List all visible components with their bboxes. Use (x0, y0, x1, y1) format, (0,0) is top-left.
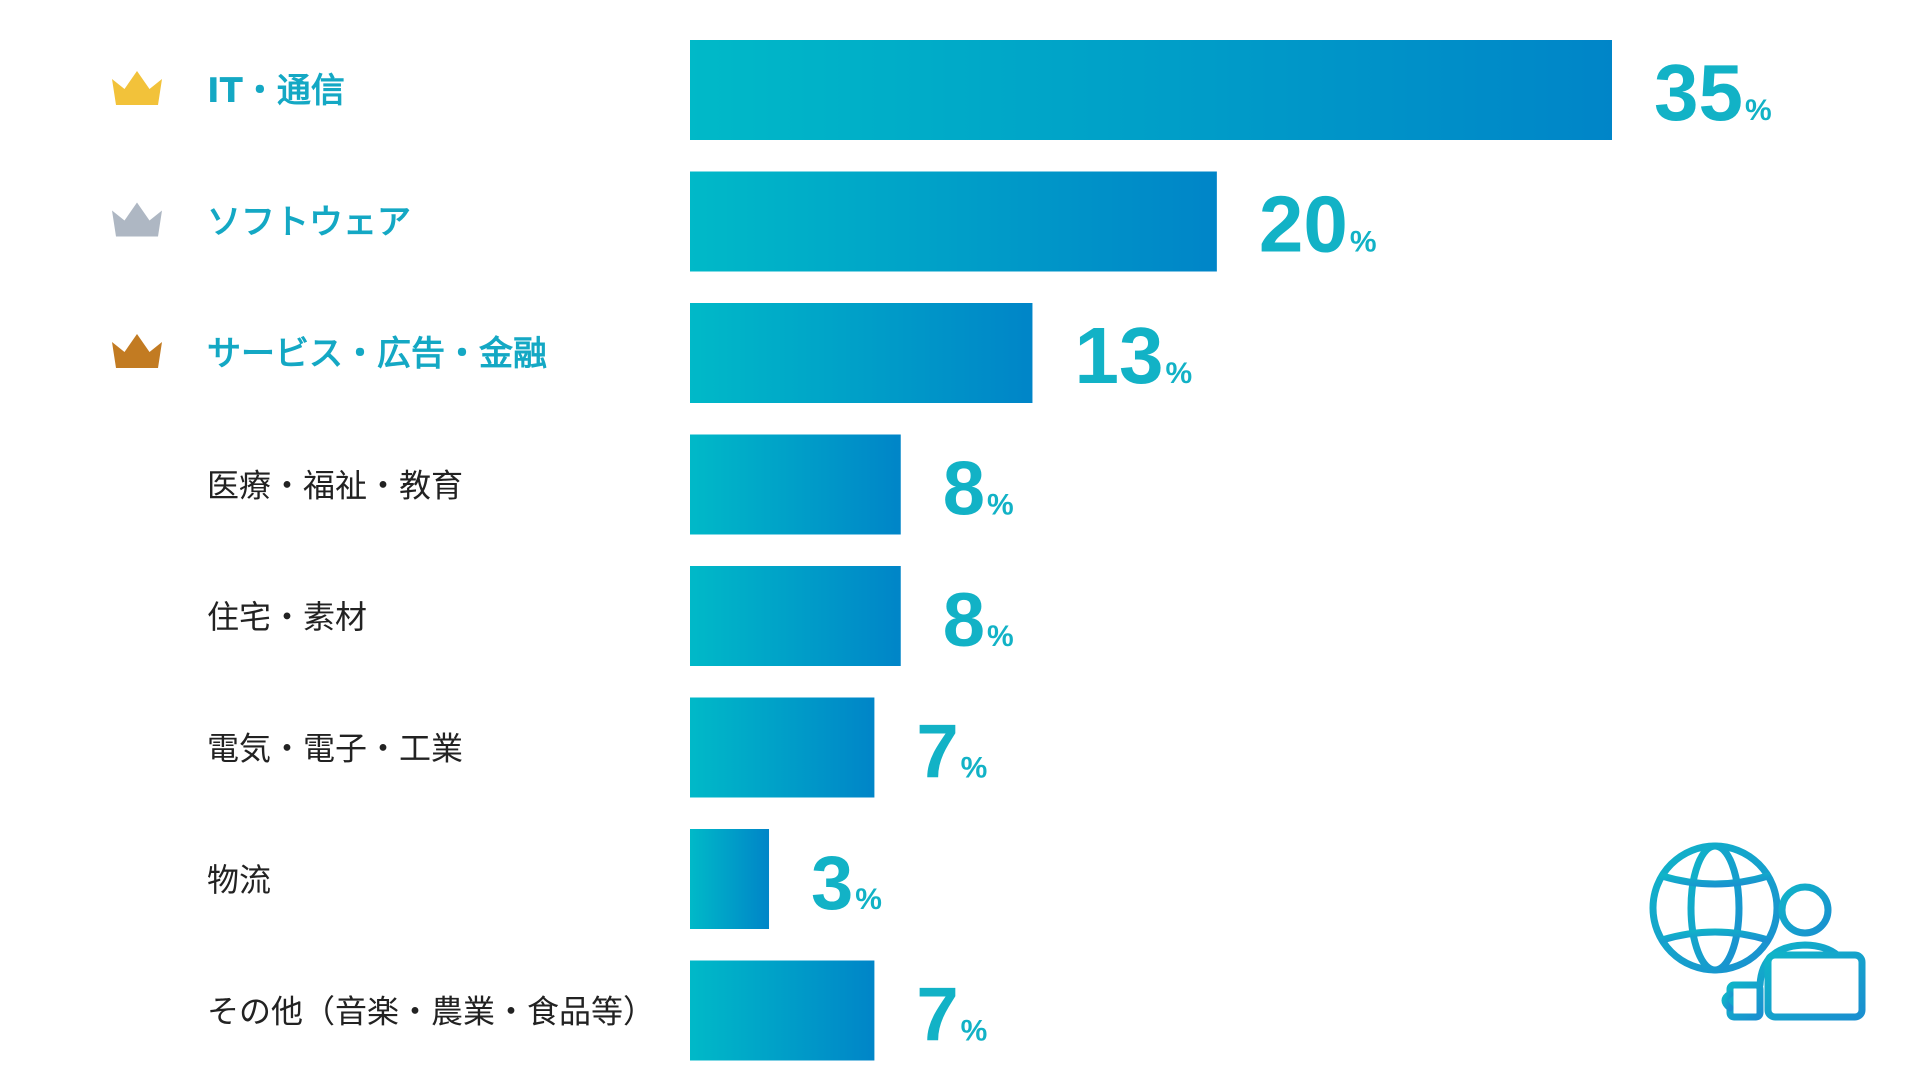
bar (690, 697, 875, 798)
category-label: 電気・電子・工業 (207, 730, 463, 768)
value-suffix: % (987, 620, 1014, 653)
value-suffix: % (987, 489, 1014, 522)
silver-crown-icon (112, 202, 162, 237)
value-labels: 35%20%13%8%8%7%3%7% (811, 48, 1772, 1058)
value-label: 8% (943, 578, 1014, 663)
value-number: 20 (1259, 180, 1348, 269)
value-suffix: % (961, 752, 988, 785)
rank-crowns (112, 71, 162, 368)
category-label: 住宅・素材 (207, 598, 367, 636)
value-suffix: % (1745, 94, 1772, 127)
bar (690, 829, 770, 929)
category-label: サービス・広告・金融 (207, 334, 547, 374)
globe-remote-worker-icon (1649, 842, 1866, 1021)
value-number: 35 (1654, 48, 1743, 137)
value-suffix: % (855, 883, 882, 916)
bronze-crown-icon (112, 334, 162, 368)
category-labels: IT・通信ソフトウェアサービス・広告・金融医療・福祉・教育住宅・素材電気・電子・… (207, 71, 655, 1031)
value-number: 8 (943, 578, 985, 663)
bar (690, 434, 901, 535)
bar (690, 566, 901, 666)
category-label: 物流 (207, 861, 271, 899)
value-number: 7 (916, 710, 958, 795)
value-label: 8% (943, 447, 1014, 532)
category-label: その他（音楽・農業・食品等） (207, 993, 655, 1031)
category-label: IT・通信 (207, 71, 345, 111)
value-number: 7 (916, 973, 958, 1058)
value-label: 20% (1259, 180, 1377, 269)
value-suffix: % (1165, 357, 1192, 390)
value-label: 35% (1654, 48, 1772, 137)
bars (690, 40, 1612, 1061)
value-label: 7% (916, 710, 987, 795)
value-label: 7% (916, 973, 987, 1058)
gold-crown-icon (112, 71, 162, 105)
bar (690, 40, 1612, 140)
value-label: 3% (811, 841, 882, 926)
value-number: 8 (943, 447, 985, 532)
value-suffix: % (1350, 226, 1377, 259)
value-number: 13 (1074, 311, 1163, 400)
bar (690, 303, 1033, 403)
category-label: ソフトウェア (207, 203, 411, 243)
value-label: 13% (1074, 311, 1192, 400)
value-suffix: % (961, 1015, 988, 1048)
bar (690, 960, 875, 1061)
category-label: 医療・福祉・教育 (207, 467, 463, 505)
bar (690, 171, 1217, 272)
value-number: 3 (811, 841, 853, 926)
